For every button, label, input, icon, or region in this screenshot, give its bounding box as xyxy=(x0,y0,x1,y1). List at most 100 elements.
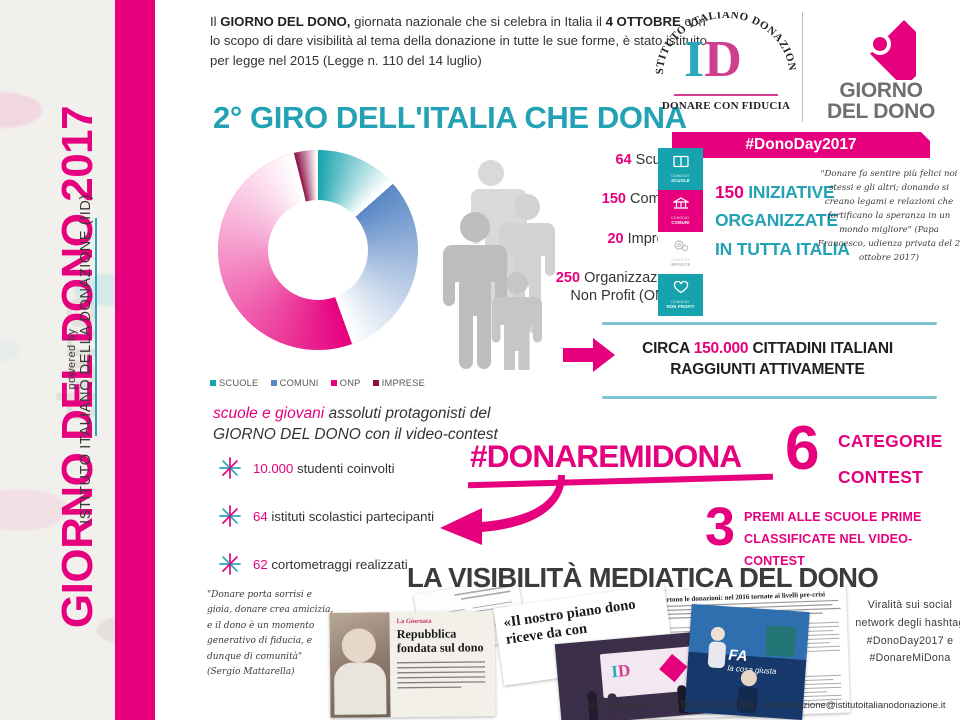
bullet-number: 64 xyxy=(253,508,268,524)
stat-row: 150 Comuni xyxy=(500,191,680,208)
press-clippings: Ripartono le donazioni: nel 2016 tornate… xyxy=(329,578,860,720)
clipping-tv-photo: FA la cosa giusta xyxy=(684,604,810,720)
iid-rule xyxy=(674,94,778,96)
legend-swatch xyxy=(210,380,216,386)
logo-divider xyxy=(802,12,803,122)
intro-bold2: 4 OTTOBRE xyxy=(605,14,681,29)
clipping-mattarella-photo xyxy=(329,612,391,718)
contest-six-number: 6 xyxy=(785,414,820,483)
arrow-right-icon xyxy=(563,338,615,372)
giorno-del-dono-logo: GIORNO DEL DONO xyxy=(812,6,950,128)
sidebar-divider xyxy=(95,218,97,436)
asterisk-icon xyxy=(217,455,243,481)
asterisk-icon xyxy=(217,551,243,577)
intro-part3: con lo scopo di dare visibilità al tema … xyxy=(210,14,708,68)
contest-three-number: 3 xyxy=(705,497,736,557)
divider-teal-bottom xyxy=(602,396,937,399)
badge-name: NON PROFIT xyxy=(666,304,695,309)
bullet-number: 62 xyxy=(253,556,268,572)
legend-item: IMPRESE xyxy=(372,378,425,388)
clipping-repubblica-lines-icon xyxy=(396,661,486,689)
sidebar-accent-bar xyxy=(115,0,155,720)
badge-imprese: DONODAY IMPRESE xyxy=(658,232,703,274)
social-virality-text: Viralità sui social network degli hashta… xyxy=(855,599,960,665)
stat-row: 64 Scuole xyxy=(500,152,680,169)
badge-scuole: DONODAY SCUOLE xyxy=(658,148,703,190)
bullet-text: 10.000 studenti coinvolti xyxy=(253,460,395,476)
bullet-item: 10.000 studenti coinvolti xyxy=(217,455,547,481)
sidebar: dono GIORNO DEL DONO 2017 powered by IST… xyxy=(0,0,155,720)
chart-legend: SCUOLE COMUNI ONP IMPRESE xyxy=(210,378,425,388)
legend-item: SCUOLE xyxy=(210,378,258,388)
gears-icon xyxy=(673,239,689,257)
stat-row: 250 Organizzazioni Non Profit (ONP) xyxy=(500,270,680,305)
circa-number: 150.000 xyxy=(693,340,749,357)
badge-kicker: DONODAY xyxy=(671,300,690,304)
stat-row: 20 Imprese xyxy=(500,231,680,248)
stat-label-2: Non Profit (ONP) xyxy=(570,287,680,304)
donut-hole xyxy=(268,200,368,300)
legend-swatch xyxy=(270,380,277,386)
badge-comuni: DONODAY COMUNI xyxy=(658,190,703,232)
people-group-icon xyxy=(443,160,555,370)
bullet-text: 64 istituti scolastici partecipanti xyxy=(253,508,435,524)
intro-paragraph: Il GIORNO DEL DONO, giornata nazionale c… xyxy=(210,12,710,70)
stat-label: Organizzazioni xyxy=(580,270,680,287)
stage-iid-logo: ID xyxy=(610,660,632,682)
bullet-text: 62 cortometraggi realizzati xyxy=(253,556,408,572)
badge-name: SCUOLE xyxy=(671,178,690,183)
main-content: Il GIORNO DEL DONO, giornata nazionale c… xyxy=(155,0,960,720)
intro-part2: giornata nazionale che si celebra in Ita… xyxy=(350,14,606,29)
scuole-giovani-pink: scuole e giovani xyxy=(213,405,325,422)
iid-tagline: DONARE CON FIDUCIA xyxy=(661,100,791,112)
iid-letter-d: D xyxy=(704,31,742,88)
iid-arc-text-icon: ISTITUTO ITALIANO DONAZIONE xyxy=(655,12,797,75)
stat-number: 20 xyxy=(607,230,624,247)
contest-premi-label: PREMI ALLE SCUOLE PRIME xyxy=(744,510,922,524)
heart-icon xyxy=(673,280,689,299)
iniziative-line3: IN TUTTA ITALIA xyxy=(715,238,850,259)
contest-classificate-label: CLASSIFICATE NEL VIDEO-CONTEST xyxy=(744,532,913,569)
asterisk-icon xyxy=(217,503,243,529)
quote-mattarella: "Donare porta sorrisi e gioia, donare cr… xyxy=(207,590,334,678)
stage-diamond-icon xyxy=(659,653,688,683)
dono-diamond-icon xyxy=(858,19,916,80)
stat-number: 250 xyxy=(555,270,581,287)
divider-teal-top xyxy=(602,322,937,325)
legend-swatch xyxy=(330,380,337,386)
page-title: 2° GIRO DELL'ITALIA CHE DONA xyxy=(213,100,687,135)
circa-post: CITTADINI ITALIANI xyxy=(748,340,893,357)
gdd-wordmark: GIORNO DEL DONO xyxy=(812,80,950,123)
contest-categorie-label: CATEGORIE xyxy=(838,431,943,451)
badge-kicker: DONODAY xyxy=(671,258,690,262)
sidebar-credit: powered by ISTITUTO ITALIANO DELLA DONAZ… xyxy=(66,39,94,679)
clipping-repubblica-head: Repubblica fondata sul dono xyxy=(396,626,484,655)
legend-label: SCUOLE xyxy=(219,378,259,388)
clipping-repubblica: La Giornata Repubblica fondata sul dono xyxy=(329,611,496,718)
scuole-giovani-text: scuole e giovani assoluti protagonisti d… xyxy=(213,404,543,446)
circa-pre: CIRCA xyxy=(642,340,694,357)
sidebar-powered-by: powered by xyxy=(66,328,78,390)
stats-list: 64 Scuole 150 Comuni 20 Imprese 250 Organiz… xyxy=(500,152,680,327)
iniziative-number: 150 xyxy=(715,182,744,202)
sidebar-organization: ISTITUTO ITALIANO DELLA DONAZIONE (IID) xyxy=(78,194,94,524)
scuole-giovani-rest: assoluti protagonisti del xyxy=(324,405,491,422)
visibilita-headline: LA VISIBILITÀ MEDIATICA DEL DONO xyxy=(406,562,879,593)
gdd-line2: DEL DONO xyxy=(826,100,936,124)
clipping-repubblica-body xyxy=(396,660,489,700)
quote-papa-francesco: "Donare fa sentire più felici noi stessi… xyxy=(817,169,960,263)
badge-kicker: DONODAY xyxy=(671,174,690,178)
book-icon xyxy=(672,155,689,173)
citizens-reached-block: CIRCA 150.000 CITTADINI ITALIANI RAGGIUN… xyxy=(595,338,940,381)
bullet-item: 62 cortometraggi realizzati xyxy=(217,551,547,577)
contest-three-labels: PREMI ALLE SCUOLE PRIME CLASSIFICATE NEL… xyxy=(744,506,960,572)
citizens-line1: CIRCA 150.000 CITTADINI ITALIANI xyxy=(595,338,940,359)
logo-block: ISTITUTO ITALIANO DONAZIONE ID DONARE CO… xyxy=(650,6,950,164)
badge-kicker: DONODAY xyxy=(671,216,690,220)
iniziative-word: INIZIATIVE xyxy=(743,182,835,202)
clipping-repubblica-kicker: La Giornata xyxy=(396,617,432,626)
contest-six-labels: CATEGORIE CONTEST xyxy=(838,424,960,496)
legend-label: ONP xyxy=(339,378,361,388)
hashtag-donaremidona: #DONAREMIDONA xyxy=(470,438,742,474)
